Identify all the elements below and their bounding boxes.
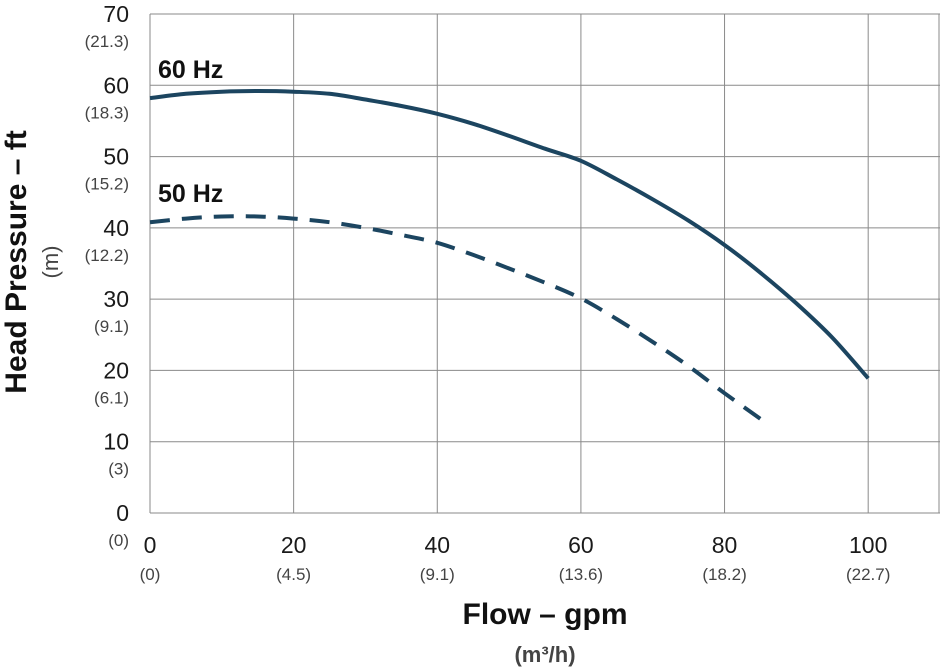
y-tick-sublabel: (18.3) xyxy=(85,103,129,122)
y-tick-label: 0 xyxy=(116,500,129,526)
x-tick-label: 60 xyxy=(568,532,594,558)
y-tick-label: 60 xyxy=(103,72,129,98)
series-label: 60 Hz xyxy=(158,56,223,84)
x-tick-label: 100 xyxy=(849,532,887,558)
x-axis-title: Flow – gpm xyxy=(463,598,628,631)
x-tick-label: 0 xyxy=(144,532,157,558)
series-labels: 60 Hz 50 Hz xyxy=(158,56,223,208)
y-tick-sublabel: (6.1) xyxy=(94,388,129,407)
x-tick-sublabel: (18.2) xyxy=(702,565,746,584)
x-tick-sublabel: (9.1) xyxy=(420,565,455,584)
y-axis-title: Head Pressure – ft xyxy=(0,130,33,393)
y-tick-sublabel: (0) xyxy=(108,531,129,550)
y-tick-sublabel: (15.2) xyxy=(85,175,129,194)
x-tick-sublabel: (22.7) xyxy=(846,565,890,584)
series-line-60hz xyxy=(149,88,870,380)
x-tick-sublabel: (4.5) xyxy=(276,565,311,584)
y-tick-sublabel: (9.1) xyxy=(94,317,129,336)
y-tick-label: 50 xyxy=(103,144,129,170)
y-tick-label: 30 xyxy=(103,286,129,312)
y-tick-label: 40 xyxy=(103,215,129,241)
series-label: 50 Hz xyxy=(158,180,223,208)
series-layer xyxy=(149,88,870,421)
y-tick-sublabel: (12.2) xyxy=(85,246,129,265)
y-tick-label: 70 xyxy=(103,1,129,27)
x-tick-label: 80 xyxy=(712,532,738,558)
tick-labels: 0(0)20(4.5)40(9.1)60(13.6)80(18.2)100(22… xyxy=(85,1,891,584)
grid-layer xyxy=(149,13,940,514)
series-line-50hz xyxy=(149,214,762,421)
x-tick-sublabel: (0) xyxy=(140,565,161,584)
y-axis-unit: (m) xyxy=(38,246,63,279)
x-tick-label: 20 xyxy=(281,532,307,558)
x-tick-label: 40 xyxy=(424,532,450,558)
y-tick-label: 10 xyxy=(103,429,129,455)
x-axis-unit: (m³/h) xyxy=(514,642,575,667)
y-tick-sublabel: (3) xyxy=(108,460,129,479)
y-tick-sublabel: (21.3) xyxy=(85,32,129,51)
y-tick-label: 20 xyxy=(103,357,129,383)
x-tick-sublabel: (13.6) xyxy=(559,565,603,584)
